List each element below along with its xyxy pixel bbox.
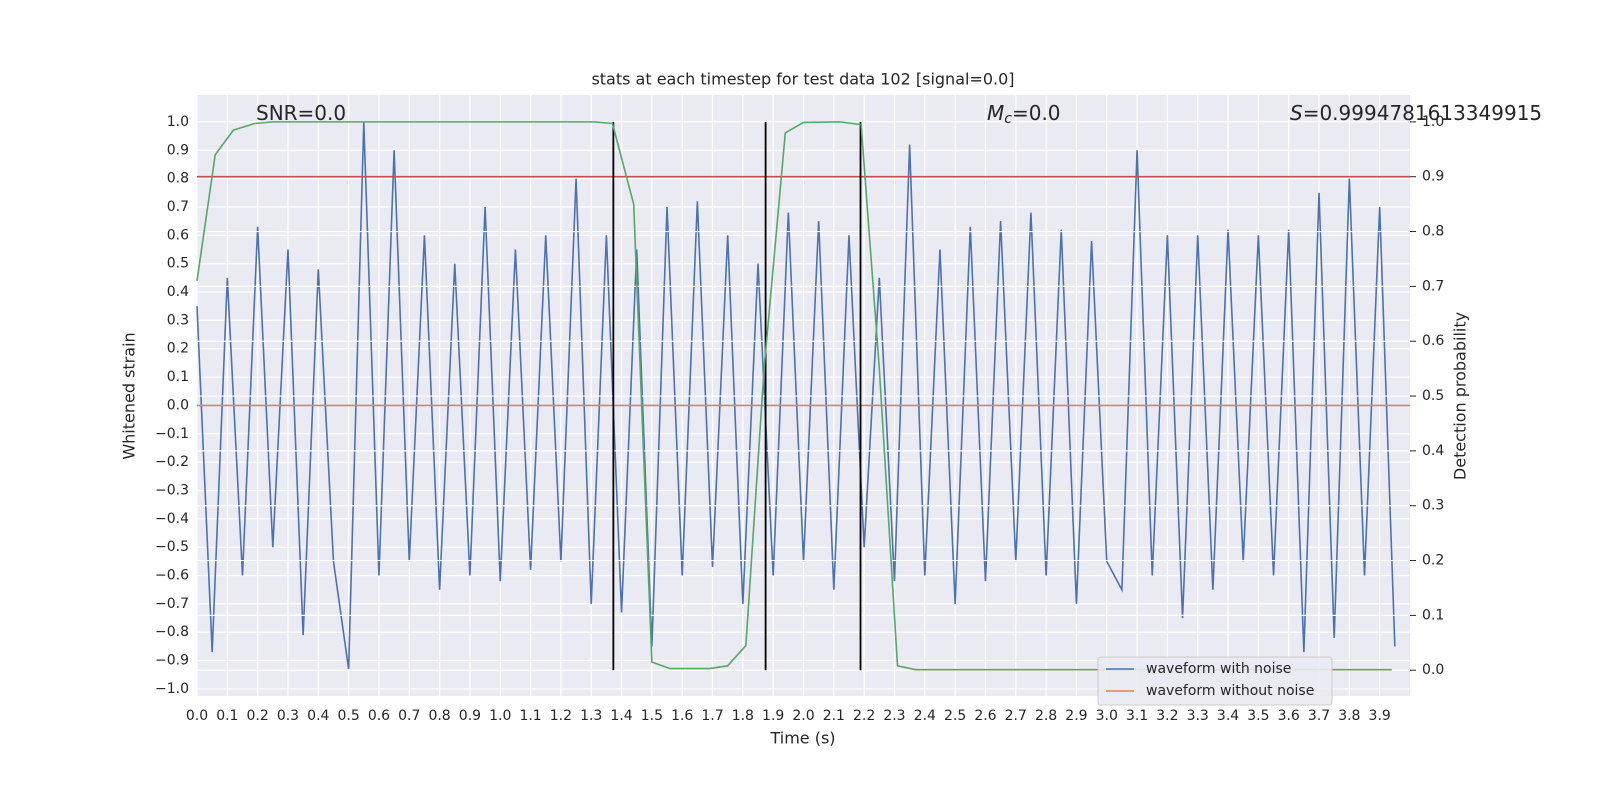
legend-label: waveform without noise xyxy=(1146,683,1314,699)
x-tick-label: 0.5 xyxy=(337,708,359,724)
x-tick-label: 1.1 xyxy=(519,708,541,724)
y-tick-label: 0.7 xyxy=(167,199,189,215)
x-tick-label: 2.8 xyxy=(1035,708,1057,724)
x-axis-label: Time (s) xyxy=(769,729,835,748)
y2-tick-label: 0.6 xyxy=(1422,333,1444,349)
annotation-text: =0.9994781613349915 xyxy=(1303,101,1542,125)
x-tick-label: 3.4 xyxy=(1217,708,1239,724)
x-tick-label: 1.4 xyxy=(610,708,632,724)
y2-tick-label: 0.4 xyxy=(1422,443,1444,459)
x-tick-label: 0.8 xyxy=(428,708,450,724)
x-tick-label: 3.8 xyxy=(1338,708,1360,724)
legend-box xyxy=(1097,656,1333,706)
x-tick-label: 2.9 xyxy=(1065,708,1087,724)
y-tick-label: 0.8 xyxy=(167,171,189,187)
y2-tick-label: 0.5 xyxy=(1422,388,1444,404)
y2-tick-label: 0.8 xyxy=(1422,224,1444,240)
y2-tick-label: 0.9 xyxy=(1422,169,1444,185)
x-tick-label: 0.0 xyxy=(186,708,208,724)
x-tick-label: 2.4 xyxy=(914,708,936,724)
y2-tick-label: 1.0 xyxy=(1422,114,1444,130)
x-tick-label: 3.2 xyxy=(1156,708,1178,724)
x-tick-label: 0.7 xyxy=(398,708,420,724)
legend: waveform with noise waveform without nois… xyxy=(1097,656,1333,706)
y-tick-label: −0.4 xyxy=(155,511,189,527)
y2-axis-label: Detection probability xyxy=(1451,312,1470,480)
y2-tick-label: 0.0 xyxy=(1422,662,1444,678)
y-tick-label: −0.6 xyxy=(155,568,189,584)
x-tick-label: 0.3 xyxy=(277,708,299,724)
x-tick-label: 2.5 xyxy=(944,708,966,724)
x-tick-label: 2.3 xyxy=(883,708,905,724)
annotation-text: SNR=0.0 xyxy=(256,101,346,125)
y-tick-label: 1.0 xyxy=(167,114,189,130)
annotation: Mc=0.0 xyxy=(987,101,1061,128)
y-tick-label: −0.1 xyxy=(155,426,189,442)
x-tick-label: 3.0 xyxy=(1096,708,1118,724)
x-tick-label: 2.6 xyxy=(974,708,996,724)
probability-line xyxy=(196,121,1392,671)
x-tick-label: 0.6 xyxy=(368,708,390,724)
x-tick-label: 0.9 xyxy=(459,708,481,724)
y2-tick-label: 0.7 xyxy=(1422,278,1444,294)
x-tick-label: 1.9 xyxy=(762,708,784,724)
series-line xyxy=(196,121,1396,670)
x-tick-label: 3.9 xyxy=(1369,708,1391,724)
y-tick-label: −0.9 xyxy=(155,653,189,669)
y-tick-label: −0.3 xyxy=(155,482,189,498)
chart-title: stats at each timestep for test data 102… xyxy=(591,70,1014,89)
x-tick-label: 0.4 xyxy=(307,708,329,724)
y2-tick-label: 0.3 xyxy=(1422,498,1444,514)
y-tick-label: −1.0 xyxy=(155,681,189,697)
annotation: S=0.9994781613349915 xyxy=(1290,101,1542,125)
y-tick-label: 0.0 xyxy=(167,397,189,413)
x-tick-label: 1.6 xyxy=(671,708,693,724)
y-tick-label: −0.2 xyxy=(155,454,189,470)
x-tick-label: 2.1 xyxy=(823,708,845,724)
x-tick-label: 1.3 xyxy=(580,708,602,724)
x-tick-label: 3.1 xyxy=(1126,708,1148,724)
y-tick-label: −0.5 xyxy=(155,539,189,555)
annotation-subscript: c xyxy=(1004,111,1012,127)
y-tick-label: 0.3 xyxy=(167,312,189,328)
x-tick-label: 2.0 xyxy=(792,708,814,724)
x-tick-label: 1.7 xyxy=(701,708,723,724)
y-tick-label: 0.1 xyxy=(167,369,189,385)
x-tick-label: 2.2 xyxy=(853,708,875,724)
y-tick-label: 0.5 xyxy=(167,256,189,272)
y-tick-label: −0.8 xyxy=(155,624,189,640)
y-tick-label: 0.4 xyxy=(167,284,189,300)
y2-tick-label: 0.2 xyxy=(1422,553,1444,569)
x-tick-label: 3.7 xyxy=(1308,708,1330,724)
x-tick-label: 3.3 xyxy=(1187,708,1209,724)
x-tick-label: 1.0 xyxy=(489,708,511,724)
legend-label: waveform with noise xyxy=(1146,661,1291,677)
y-tick-label: 0.2 xyxy=(167,341,189,357)
x-tick-label: 1.8 xyxy=(732,708,754,724)
x-tick-label: 1.5 xyxy=(641,708,663,724)
y2-tick-label: 0.1 xyxy=(1422,607,1444,623)
annotation: SNR=0.0 xyxy=(256,101,346,125)
x-tick-label: 3.6 xyxy=(1278,708,1300,724)
x-tick-label: 0.2 xyxy=(247,708,269,724)
x-tick-label: 1.2 xyxy=(550,708,572,724)
y-axis-label: Whitened strain xyxy=(120,332,139,459)
y-tick-label: 0.9 xyxy=(167,142,189,158)
y-tick-label: 0.6 xyxy=(167,227,189,243)
annotation-text: =0.0 xyxy=(1012,101,1061,125)
x-tick-label: 2.7 xyxy=(1005,708,1027,724)
x-tick-label: 3.5 xyxy=(1247,708,1269,724)
annotation-symbol: S xyxy=(1290,101,1303,125)
annotation-symbol: M xyxy=(987,101,1004,125)
x-tick-label: 0.1 xyxy=(216,708,238,724)
y-tick-label: −0.7 xyxy=(155,596,189,612)
